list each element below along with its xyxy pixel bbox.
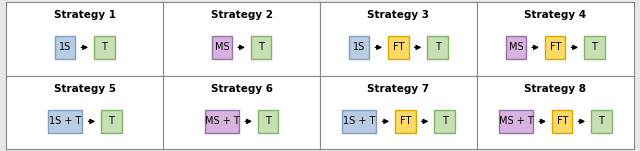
Text: MS: MS	[509, 42, 524, 52]
Text: Strategy 6: Strategy 6	[211, 84, 273, 94]
Bar	[584, 35, 605, 59]
Text: Strategy 7: Strategy 7	[367, 84, 429, 94]
Bar	[342, 109, 376, 133]
Text: MS + T: MS + T	[205, 116, 239, 126]
Bar	[55, 35, 76, 59]
Text: MS: MS	[214, 42, 229, 52]
Bar	[591, 109, 612, 133]
Bar	[545, 35, 565, 59]
Text: FT: FT	[557, 116, 568, 126]
Text: Strategy 4: Strategy 4	[524, 10, 586, 20]
Bar	[349, 35, 369, 59]
Text: T: T	[102, 42, 108, 52]
Bar	[205, 109, 239, 133]
Bar	[435, 109, 455, 133]
Bar	[506, 35, 526, 59]
Bar	[499, 109, 533, 133]
Text: T: T	[259, 42, 264, 52]
Bar	[251, 35, 271, 59]
Bar	[94, 35, 115, 59]
Text: MS + T: MS + T	[499, 116, 533, 126]
Text: Strategy 5: Strategy 5	[54, 84, 116, 94]
Text: T: T	[442, 116, 447, 126]
Text: 1S: 1S	[353, 42, 365, 52]
Text: T: T	[109, 116, 115, 126]
Text: Strategy 3: Strategy 3	[367, 10, 429, 20]
Bar	[552, 109, 572, 133]
Bar	[396, 109, 415, 133]
Text: 1S: 1S	[59, 42, 71, 52]
Text: Strategy 8: Strategy 8	[524, 84, 586, 94]
Text: FT: FT	[400, 116, 411, 126]
Text: Strategy 2: Strategy 2	[211, 10, 273, 20]
Bar	[212, 35, 232, 59]
Text: T: T	[266, 116, 271, 126]
Text: Strategy 1: Strategy 1	[54, 10, 116, 20]
Bar	[388, 35, 408, 59]
Text: FT: FT	[393, 42, 404, 52]
Bar	[258, 109, 278, 133]
Bar	[48, 109, 83, 133]
Bar	[101, 109, 122, 133]
Text: T: T	[591, 42, 597, 52]
Text: FT: FT	[550, 42, 561, 52]
Text: T: T	[598, 116, 604, 126]
Bar	[428, 35, 448, 59]
Text: 1S + T: 1S + T	[343, 116, 376, 126]
Text: 1S + T: 1S + T	[49, 116, 81, 126]
Text: T: T	[435, 42, 440, 52]
